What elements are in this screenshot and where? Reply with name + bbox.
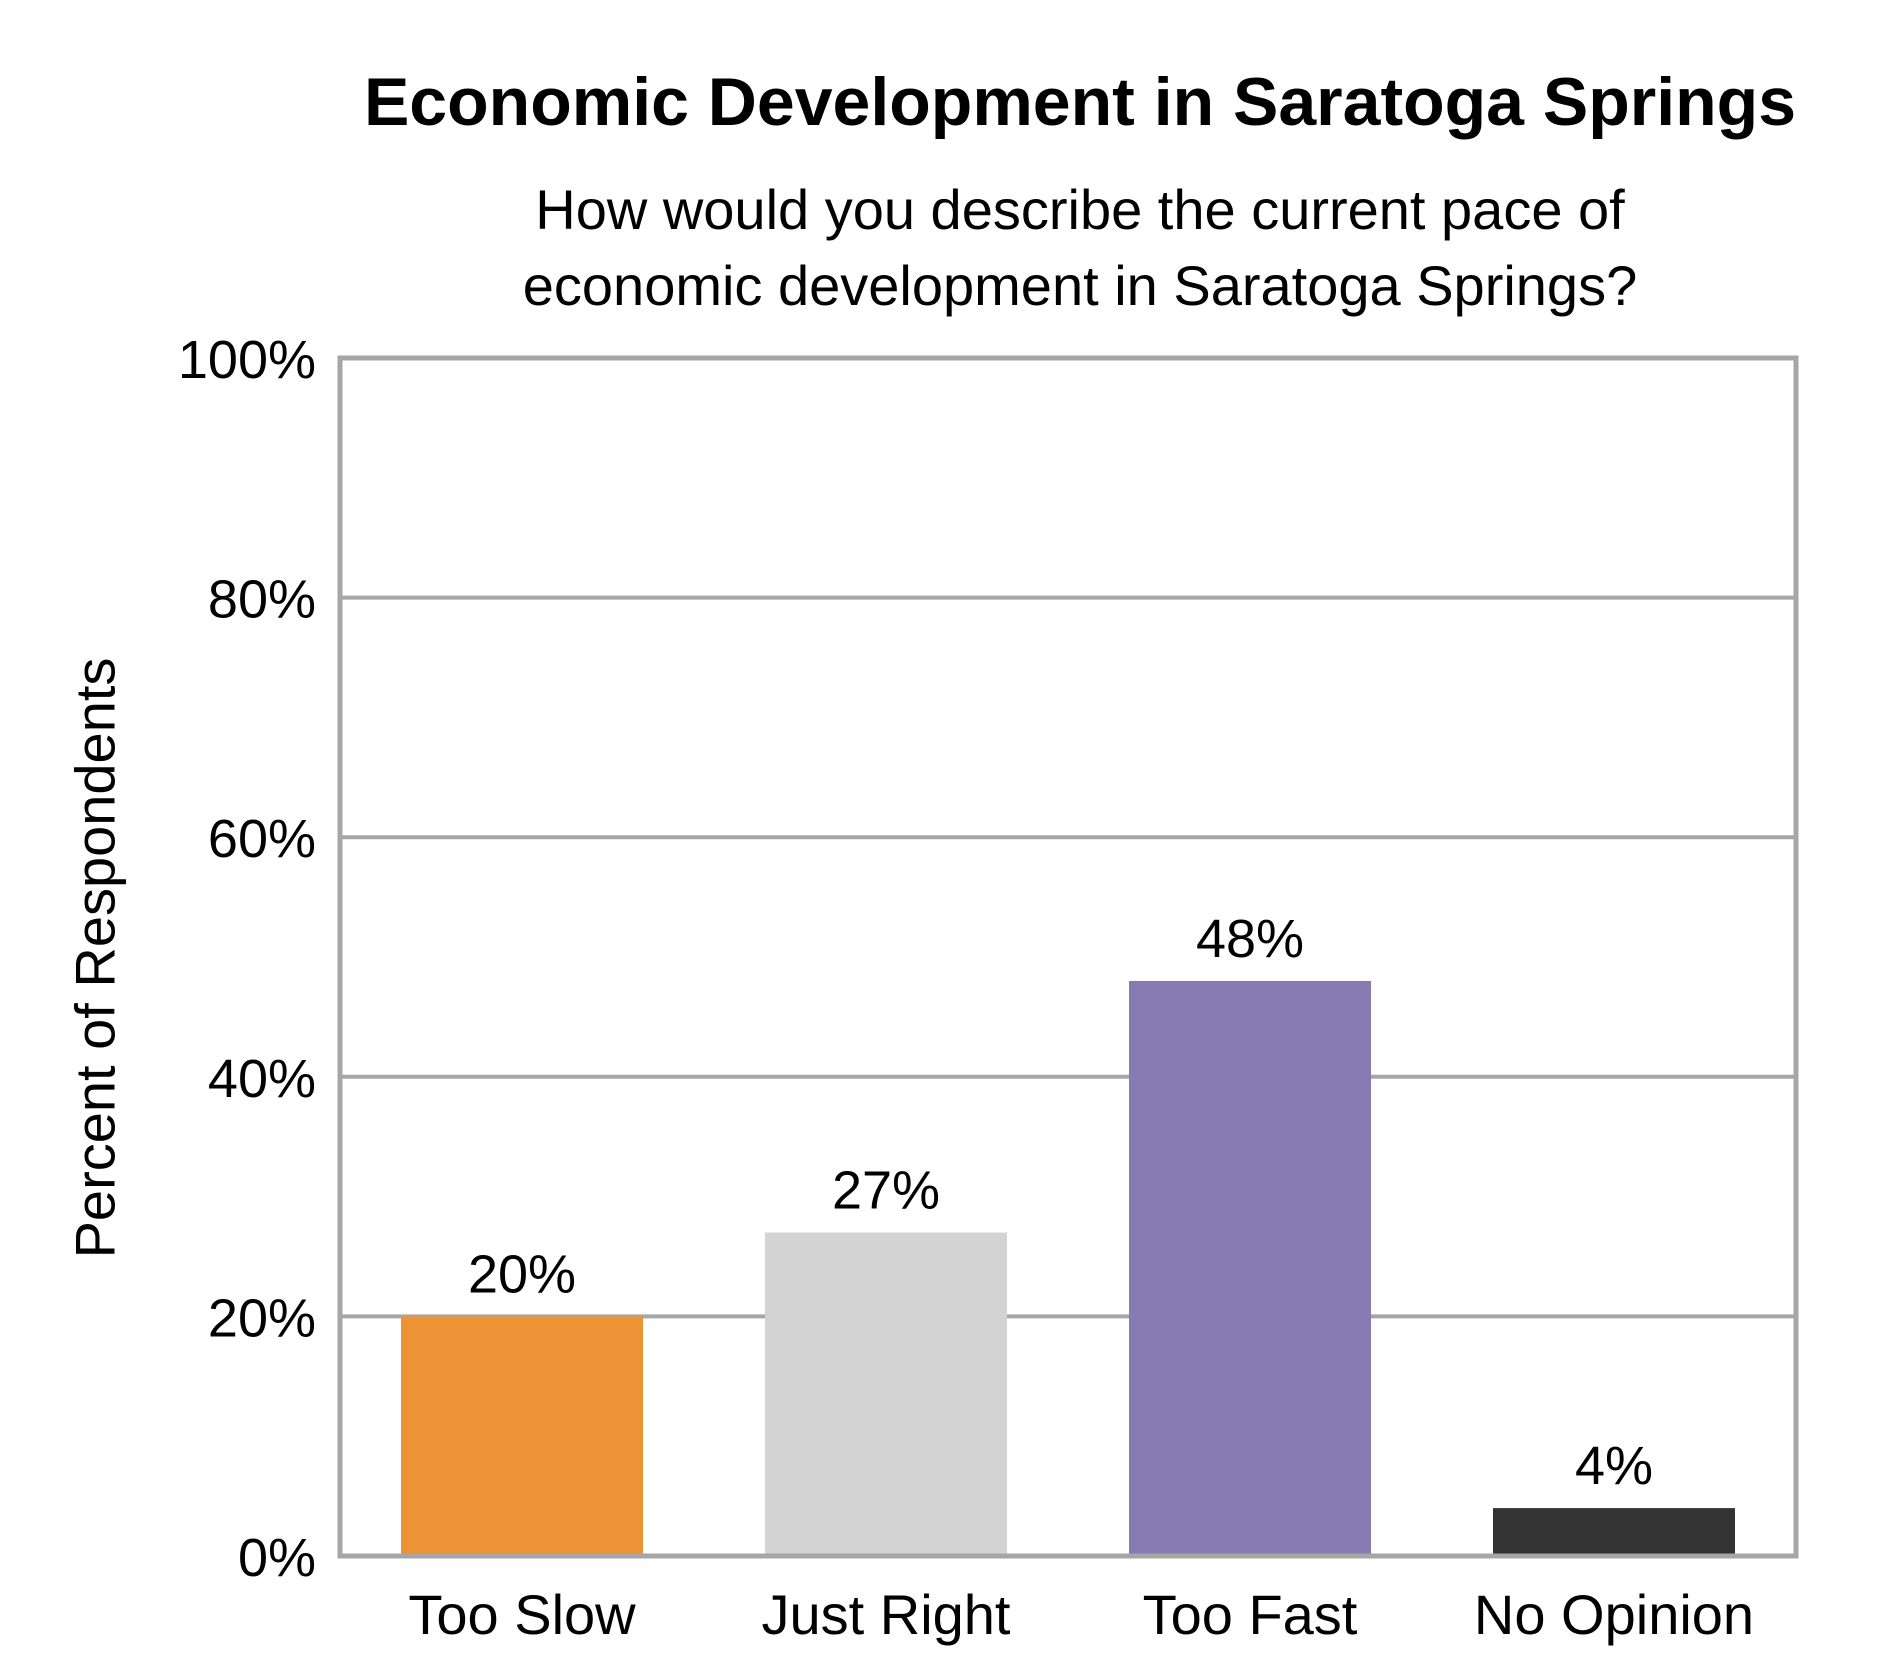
- x-tick-label: Just Right: [762, 1583, 1011, 1646]
- x-tick-label: Too Slow: [408, 1583, 636, 1646]
- chart-title: Economic Development in Saratoga Springs: [363, 64, 1797, 140]
- bar: [1493, 1508, 1735, 1556]
- bar: [401, 1316, 643, 1556]
- bar: [1129, 980, 1371, 1556]
- data-label: 4%: [1575, 1436, 1653, 1496]
- y-tick-label: 60%: [208, 809, 316, 869]
- y-tick-label: 40%: [208, 1049, 316, 1109]
- data-label: 48%: [1196, 909, 1304, 969]
- bar: [765, 1232, 1007, 1556]
- x-tick-label: Too Fast: [1143, 1583, 1358, 1646]
- plot-frame: [337, 355, 1799, 1559]
- x-tick-label: No Opinion: [1474, 1583, 1754, 1646]
- subtitle-line-1: How would you describe the current pace …: [535, 178, 1625, 241]
- chart-subtitle: How would you describe the current pace …: [300, 172, 1860, 324]
- subtitle-line-2: economic development in Saratoga Springs…: [522, 254, 1638, 317]
- data-label: 27%: [832, 1161, 940, 1221]
- data-label: 20%: [468, 1244, 576, 1304]
- y-tick-label: 20%: [208, 1288, 316, 1348]
- y-tick-label: 100%: [178, 330, 316, 390]
- y-tick-label: 80%: [208, 570, 316, 630]
- y-tick-label: 0%: [238, 1528, 316, 1588]
